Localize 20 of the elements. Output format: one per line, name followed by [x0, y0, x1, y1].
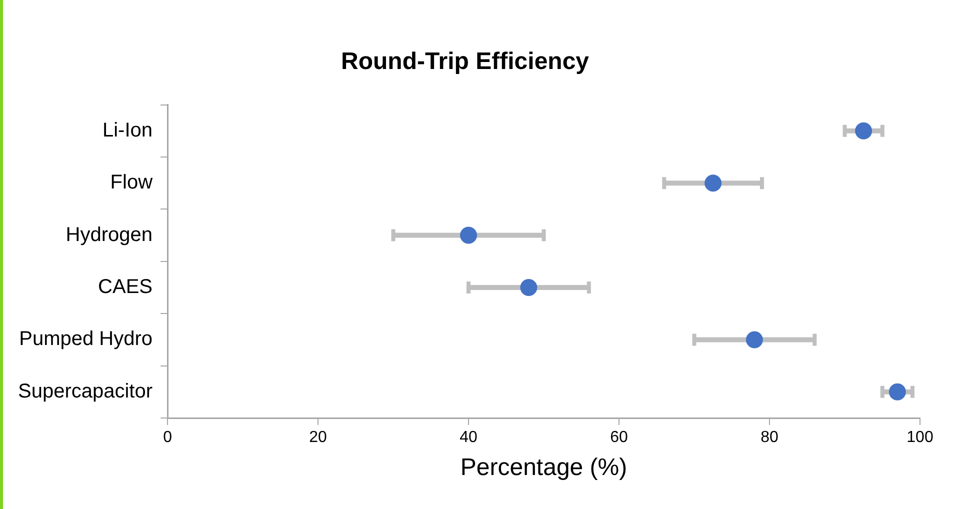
x-tick-label: 80: [760, 429, 779, 446]
x-tick-label: 60: [610, 429, 628, 446]
y-tick-label: Li-Ion: [102, 119, 153, 142]
x-tick-label: 40: [460, 429, 478, 446]
chart-title: Round-Trip Efficiency: [340, 48, 590, 76]
point: [704, 174, 722, 192]
y-tick-label: Flow: [110, 172, 154, 194]
point: [520, 279, 538, 296]
y-tick-label: Supercapacitor: [18, 380, 153, 402]
point: [460, 226, 478, 244]
y-tick-label: Pumped Hydro: [19, 328, 153, 350]
point: [855, 122, 872, 140]
point: [746, 331, 763, 348]
x-tick-label: 0: [163, 429, 172, 446]
y-tick-label: Hydrogen: [66, 224, 153, 246]
y-tick-label: CAES: [98, 276, 153, 298]
x-axis-title: Percentage (%): [460, 454, 628, 482]
point: [888, 383, 906, 400]
x-tick-label: 100: [906, 429, 934, 446]
x-tick-label: 20: [309, 429, 328, 446]
